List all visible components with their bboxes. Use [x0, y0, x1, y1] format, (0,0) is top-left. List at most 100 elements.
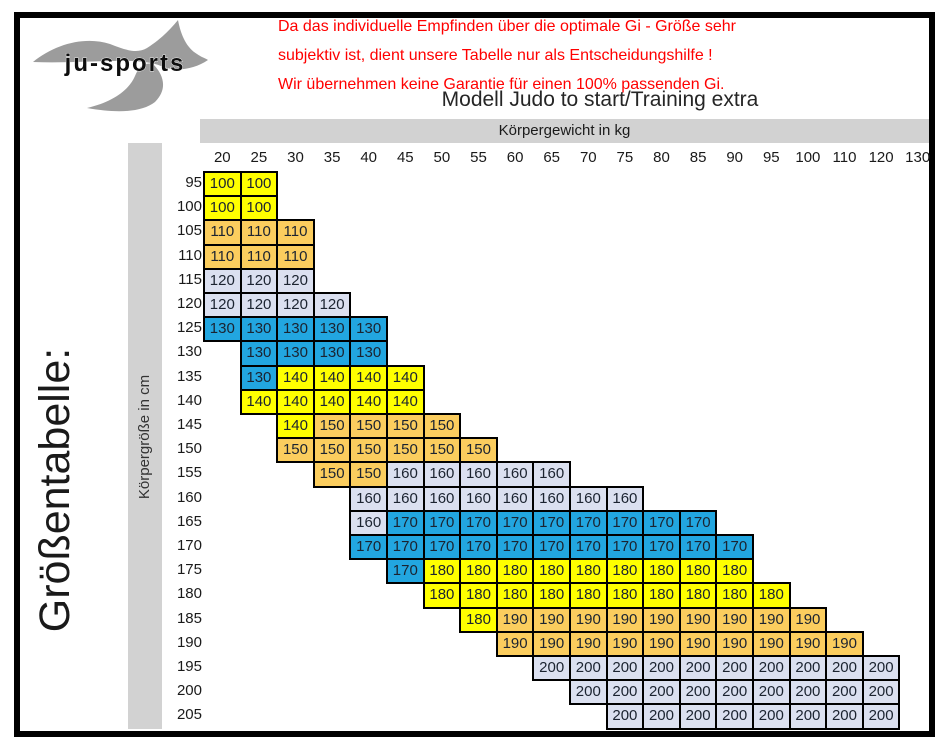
size-cell: 150 [422, 413, 462, 440]
logo-swoosh-upper [33, 20, 208, 70]
size-cell: 190 [642, 630, 681, 657]
size-cell: 170 [715, 534, 754, 561]
weight-col-header-45: 45 [396, 149, 414, 166]
size-cell: 110 [239, 243, 279, 270]
weight-col-header-65: 65 [543, 149, 561, 166]
size-cell: 170 [678, 509, 718, 536]
height-row-label-205: 205 [176, 706, 202, 724]
size-cell: 180 [495, 582, 535, 609]
weight-col-header-120: 120 [868, 149, 894, 166]
size-cell: 160 [459, 485, 498, 512]
size-cell: 180 [459, 606, 498, 633]
size-cell: 180 [715, 582, 754, 609]
height-row-label-160: 160 [176, 488, 202, 506]
size-cell: 200 [678, 655, 718, 682]
size-cell: 160 [532, 461, 571, 488]
size-cell: 150 [349, 437, 388, 464]
size-cell: 110 [239, 219, 279, 246]
height-row-label-95: 95 [185, 174, 202, 191]
size-cell: 170 [495, 534, 535, 561]
size-cell: 130 [239, 316, 279, 343]
height-row-label-135: 135 [176, 367, 202, 385]
size-cell: 130 [276, 316, 315, 343]
size-cell: 140 [386, 388, 425, 415]
size-cell: 110 [276, 243, 315, 270]
size-cell: 120 [239, 292, 279, 319]
size-cell: 180 [752, 582, 791, 609]
size-cell: 190 [605, 606, 645, 633]
height-row-label-100: 100 [176, 198, 202, 216]
size-cell: 190 [495, 630, 535, 657]
size-cell: 140 [312, 388, 352, 415]
size-cell: 200 [532, 655, 571, 682]
size-cell: 170 [422, 509, 462, 536]
size-cell: 170 [386, 558, 425, 585]
size-cell: 200 [569, 655, 608, 682]
size-cell: 120 [203, 267, 242, 294]
size-cell: 130 [203, 316, 242, 343]
size-cell: 170 [422, 534, 462, 561]
weight-col-header-80: 80 [653, 149, 670, 166]
size-cell: 120 [276, 292, 315, 319]
height-row-label-190: 190 [176, 633, 202, 651]
height-row-label-180: 180 [176, 585, 202, 603]
size-cell: 200 [861, 703, 901, 730]
size-cell: 150 [386, 437, 425, 464]
weight-col-header-60: 60 [506, 149, 524, 166]
size-cell: 120 [203, 292, 242, 319]
size-cell: 200 [752, 679, 791, 706]
size-cell: 130 [239, 340, 279, 367]
size-cell: 200 [788, 703, 828, 730]
chart-title: Modell Judo to start/Training extra [441, 88, 759, 111]
size-cell: 200 [825, 703, 864, 730]
size-cell: 200 [678, 703, 718, 730]
height-row-label-165: 165 [176, 512, 202, 530]
weight-col-header-30: 30 [287, 149, 304, 166]
size-cell: 110 [276, 219, 315, 246]
size-cell: 200 [752, 655, 791, 682]
size-cell: 170 [349, 534, 388, 561]
size-cell: 120 [239, 267, 279, 294]
size-cell: 170 [459, 509, 498, 536]
height-row-label-175: 175 [176, 561, 202, 579]
size-cell: 200 [678, 679, 718, 706]
weight-col-header-85: 85 [689, 149, 707, 166]
size-cell: 120 [276, 267, 315, 294]
size-cell: 170 [495, 509, 535, 536]
size-cell: 140 [386, 364, 425, 391]
height-row-label-130: 130 [176, 343, 202, 361]
size-cell: 130 [349, 316, 388, 343]
size-cell: 170 [642, 534, 681, 561]
size-cell: 190 [532, 630, 571, 657]
size-cell: 180 [715, 558, 754, 585]
size-cell: 160 [532, 485, 571, 512]
size-cell: 180 [532, 582, 571, 609]
size-cell: 200 [825, 655, 864, 682]
size-cell: 200 [605, 679, 645, 706]
size-cell: 160 [386, 485, 425, 512]
size-cell: 180 [642, 558, 681, 585]
size-cell: 180 [422, 582, 462, 609]
disclaimer-line-1: Da das individuelle Empfinden über die o… [278, 18, 737, 35]
weight-col-header-100: 100 [795, 149, 821, 166]
height-row-label-145: 145 [176, 416, 202, 433]
size-cell: 170 [459, 534, 498, 561]
size-cell: 150 [349, 461, 388, 488]
size-cell: 160 [422, 461, 462, 488]
size-cell: 190 [788, 630, 828, 657]
size-cell: 180 [569, 582, 608, 609]
size-cell: 110 [203, 243, 242, 270]
size-cell: 160 [422, 485, 462, 512]
size-cell: 190 [569, 630, 608, 657]
weight-col-header-95: 95 [762, 149, 780, 166]
weight-col-header-70: 70 [579, 149, 597, 166]
size-cell: 160 [569, 485, 608, 512]
size-cell: 180 [605, 558, 645, 585]
size-cell: 170 [532, 534, 571, 561]
size-cell: 200 [605, 655, 645, 682]
height-row-label-150: 150 [176, 440, 202, 458]
size-cell: 170 [678, 534, 718, 561]
size-cell: 170 [605, 534, 645, 561]
height-row-label-125: 125 [176, 319, 202, 337]
size-cell: 160 [605, 485, 645, 512]
